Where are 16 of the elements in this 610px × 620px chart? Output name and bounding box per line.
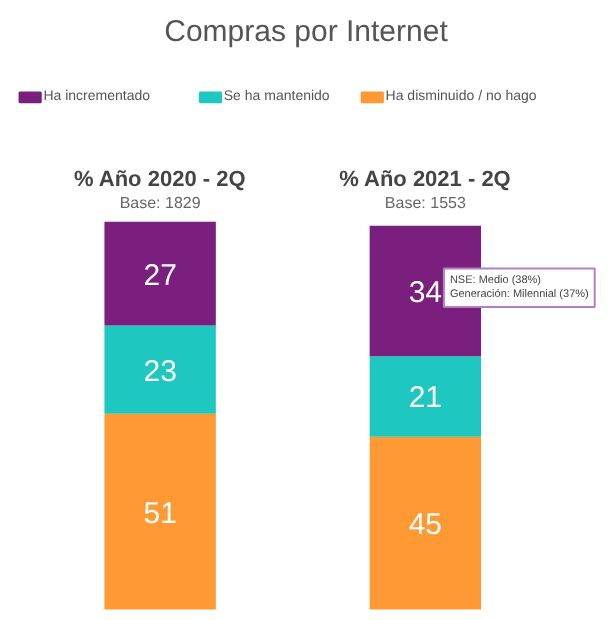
text: Base: 1829 xyxy=(119,193,202,212)
data-label: 34 xyxy=(408,275,443,310)
bar xyxy=(369,436,482,610)
x-tick-label: % Año 2021 - 2Q xyxy=(339,167,512,192)
bar xyxy=(104,221,216,326)
data-label: 21 xyxy=(408,381,443,416)
data-label: 27 xyxy=(143,258,177,293)
bar xyxy=(104,413,216,610)
bar xyxy=(369,356,482,437)
data-label: 51 xyxy=(143,496,177,531)
x-tick-label: % Año 2020 - 2Q xyxy=(73,167,247,192)
data-label: 23 xyxy=(143,354,177,389)
text: Base: 1553 xyxy=(384,193,467,212)
data-label: 45 xyxy=(408,508,443,543)
chart-title: Compras por Internet xyxy=(164,15,450,49)
bar xyxy=(104,325,216,414)
